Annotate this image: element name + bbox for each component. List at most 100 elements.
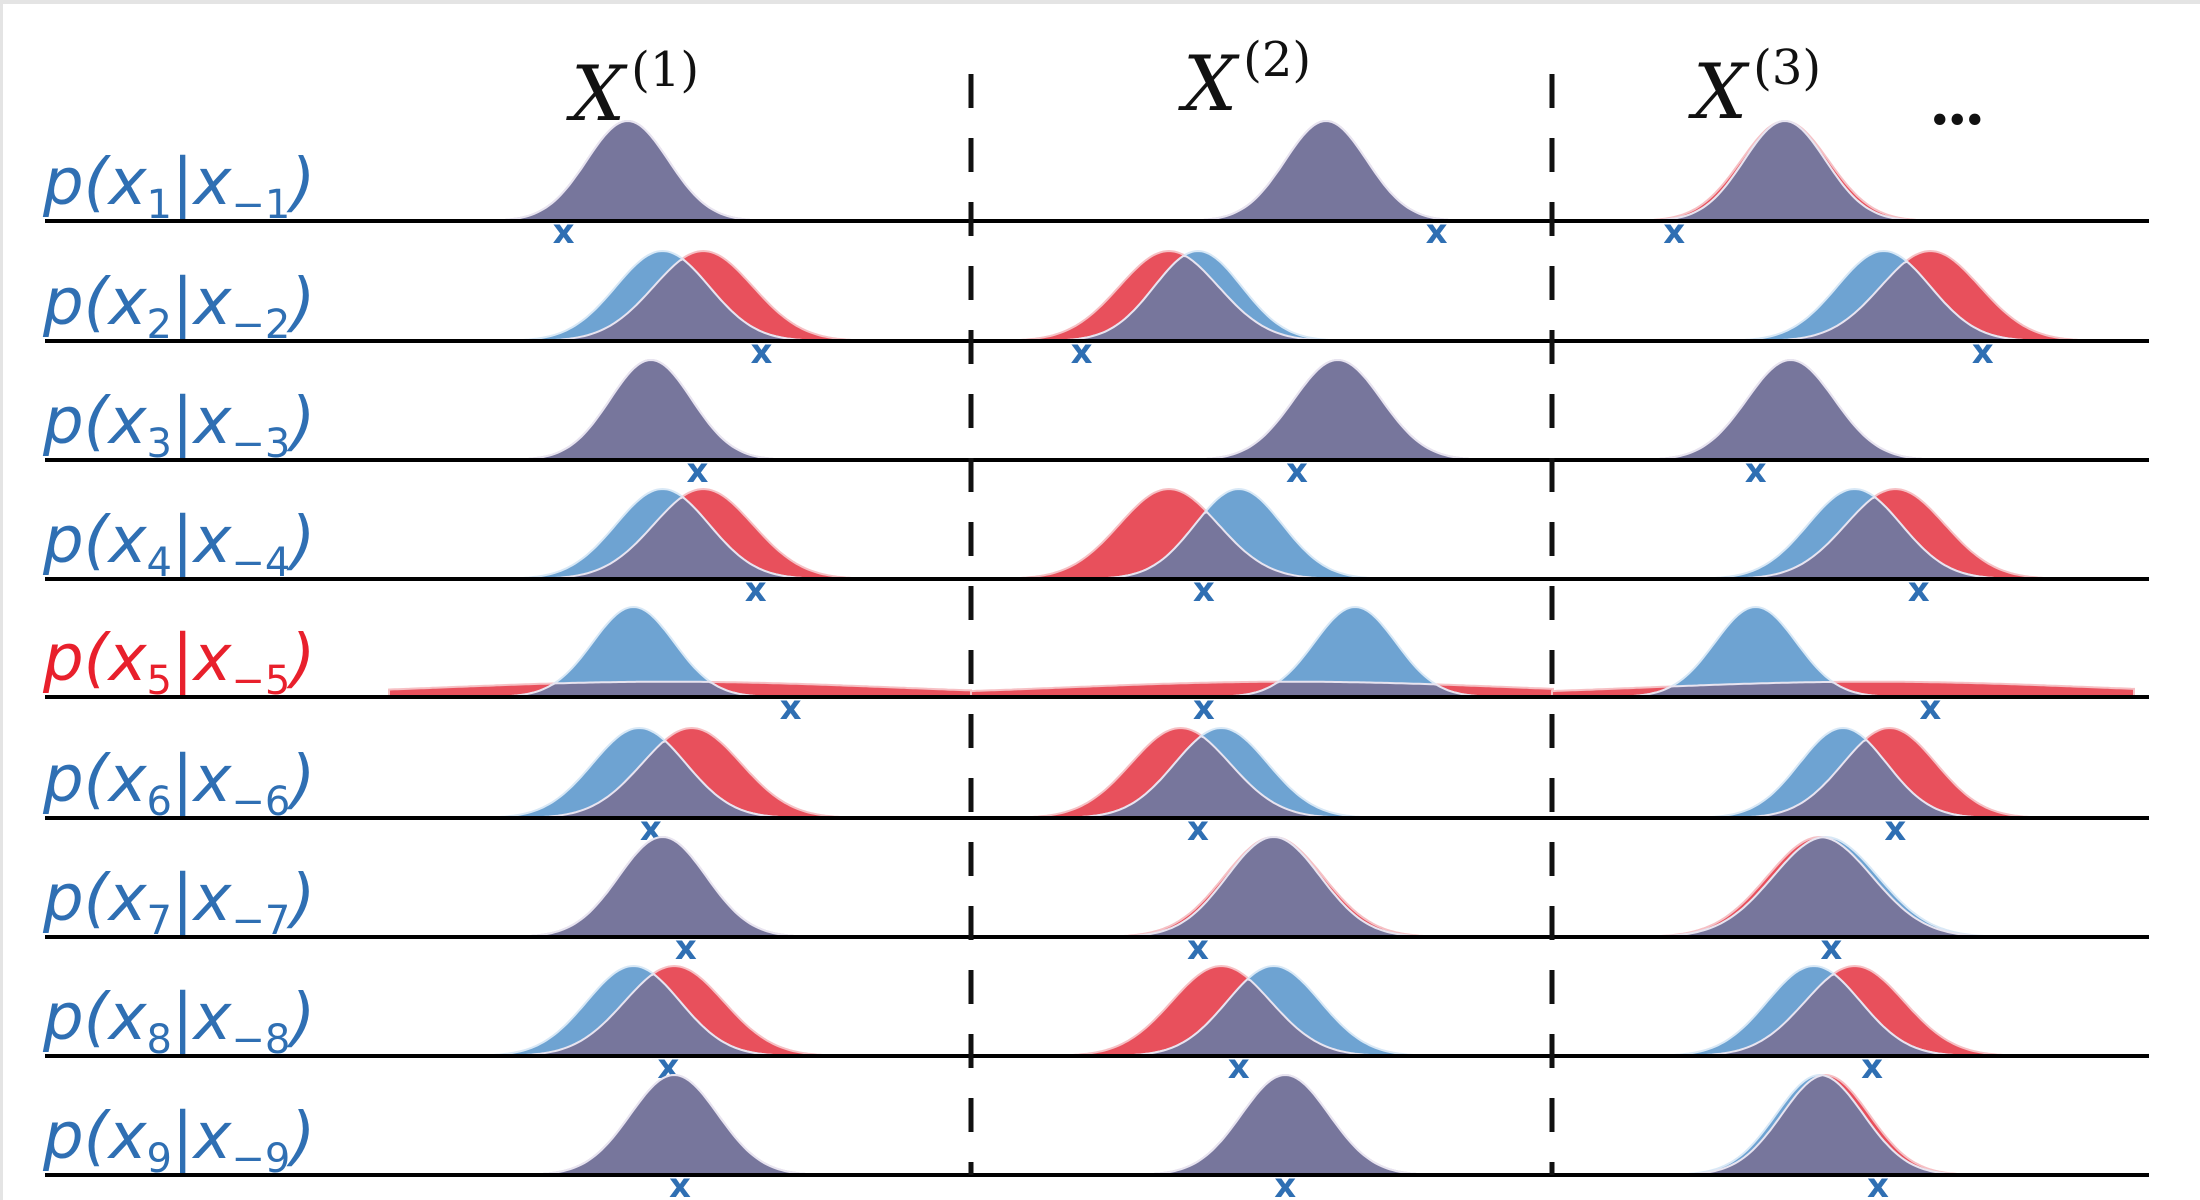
label-close: )	[290, 862, 316, 936]
label-close: )	[290, 1100, 316, 1174]
label-var: x	[108, 743, 147, 817]
label-sub: 6	[146, 779, 172, 825]
row-label-7: p(x7|x−7)	[43, 867, 315, 941]
label-cond-var: x	[193, 862, 232, 936]
label-var: x	[108, 981, 147, 1055]
observed-value-marker: x	[1193, 570, 1215, 610]
observed-value-marker: x	[675, 928, 697, 968]
row-label-4: p(x4|x−4)	[43, 509, 315, 583]
observed-value-marker: x	[553, 212, 575, 252]
label-var: x	[108, 504, 147, 578]
label-sub: 4	[146, 540, 172, 586]
label-cond-sub: −3	[231, 421, 291, 467]
observed-value-marker: x	[1820, 928, 1842, 968]
overlap-distribution	[971, 358, 1553, 461]
label-cond-var: x	[193, 1100, 232, 1174]
label-cond-sub: −2	[231, 302, 291, 348]
label-sub: 1	[146, 182, 172, 228]
label-p: p(	[43, 385, 109, 459]
overlap-distribution	[389, 496, 971, 580]
overlap-distribution	[971, 835, 1553, 938]
observed-value-marker: x	[745, 570, 767, 610]
overlap-distribution	[389, 1073, 971, 1176]
observed-value-marker: x	[1972, 332, 1994, 372]
observed-value-marker: x	[1745, 451, 1767, 491]
overlap-distribution	[1552, 119, 2134, 222]
label-var: x	[108, 266, 147, 340]
row-label-2: p(x2|x−2)	[43, 271, 315, 345]
label-cond-sub: −1	[231, 182, 291, 228]
label-cond-sub: −4	[231, 540, 291, 586]
overlap-distribution	[1552, 836, 2134, 938]
observed-value-marker: x	[1867, 1166, 1889, 1200]
header-base: X	[571, 49, 626, 138]
label-p: p(	[43, 622, 109, 696]
label-bar: |	[171, 266, 194, 340]
header-base: X	[1183, 39, 1238, 128]
row-label-1: p(x1|x−1)	[43, 151, 315, 225]
label-cond-sub: −8	[231, 1017, 291, 1063]
label-p: p(	[43, 266, 109, 340]
observed-value-marker: x	[669, 1166, 691, 1200]
label-cond-var: x	[193, 743, 232, 817]
column-header-2: X (2)	[1183, 36, 1311, 122]
label-bar: |	[171, 622, 194, 696]
label-close: )	[290, 266, 316, 340]
label-cond-sub: −9	[231, 1136, 291, 1182]
observed-value-marker: x	[1908, 570, 1930, 610]
label-close: )	[290, 743, 316, 817]
label-bar: |	[171, 504, 194, 578]
observed-value-marker: x	[1228, 1047, 1250, 1087]
overlap-distribution	[971, 254, 1553, 342]
label-cond-var: x	[193, 981, 232, 1055]
overlap-distribution	[971, 978, 1553, 1057]
row-label-6: p(x6|x−6)	[43, 748, 315, 822]
header-base: X	[1693, 47, 1748, 136]
overlap-distribution	[1552, 358, 2134, 461]
ellipsis: ...	[1931, 63, 1984, 140]
row-label-5: p(x5|x−5)	[43, 627, 315, 701]
label-var: x	[108, 622, 147, 696]
label-var: x	[108, 146, 147, 220]
label-cond-var: x	[193, 622, 232, 696]
observed-value-marker: x	[1071, 332, 1093, 372]
label-cond-var: x	[193, 385, 232, 459]
row-label-9: p(x9|x−9)	[43, 1105, 315, 1179]
observed-value-marker: x	[686, 451, 708, 491]
label-bar: |	[171, 146, 194, 220]
column-header-1: X (1)	[571, 46, 699, 132]
overlap-distribution	[971, 119, 1553, 222]
observed-value-marker: x	[1861, 1047, 1883, 1087]
label-p: p(	[43, 981, 109, 1055]
label-bar: |	[171, 385, 194, 459]
label-p: p(	[43, 862, 109, 936]
label-var: x	[108, 862, 147, 936]
observed-value-marker: x	[1884, 809, 1906, 849]
header-sup: (2)	[1243, 32, 1312, 88]
observed-value-marker: x	[1274, 1166, 1296, 1200]
label-var: x	[108, 1100, 147, 1174]
label-p: p(	[43, 504, 109, 578]
observed-value-marker: x	[1426, 212, 1448, 252]
observed-value-marker: x	[1193, 688, 1215, 728]
label-sub: 2	[146, 302, 172, 348]
label-sub: 5	[146, 658, 172, 704]
label-sub: 9	[146, 1136, 172, 1182]
row-label-3: p(x3|x−3)	[43, 390, 315, 464]
observed-value-marker: x	[1286, 451, 1308, 491]
label-var: x	[108, 385, 147, 459]
overlap-distribution	[389, 835, 971, 938]
label-bar: |	[171, 1100, 194, 1174]
label-p: p(	[43, 743, 109, 817]
label-close: )	[290, 504, 316, 578]
observed-value-marker: x	[1187, 809, 1209, 849]
observed-value-marker: x	[780, 688, 802, 728]
label-close: )	[290, 981, 316, 1055]
overlap-distribution	[389, 119, 971, 222]
label-close: )	[290, 146, 316, 220]
label-cond-sub: −7	[231, 898, 291, 944]
label-bar: |	[171, 743, 194, 817]
observed-value-marker: x	[1187, 928, 1209, 968]
label-sub: 3	[146, 421, 172, 467]
